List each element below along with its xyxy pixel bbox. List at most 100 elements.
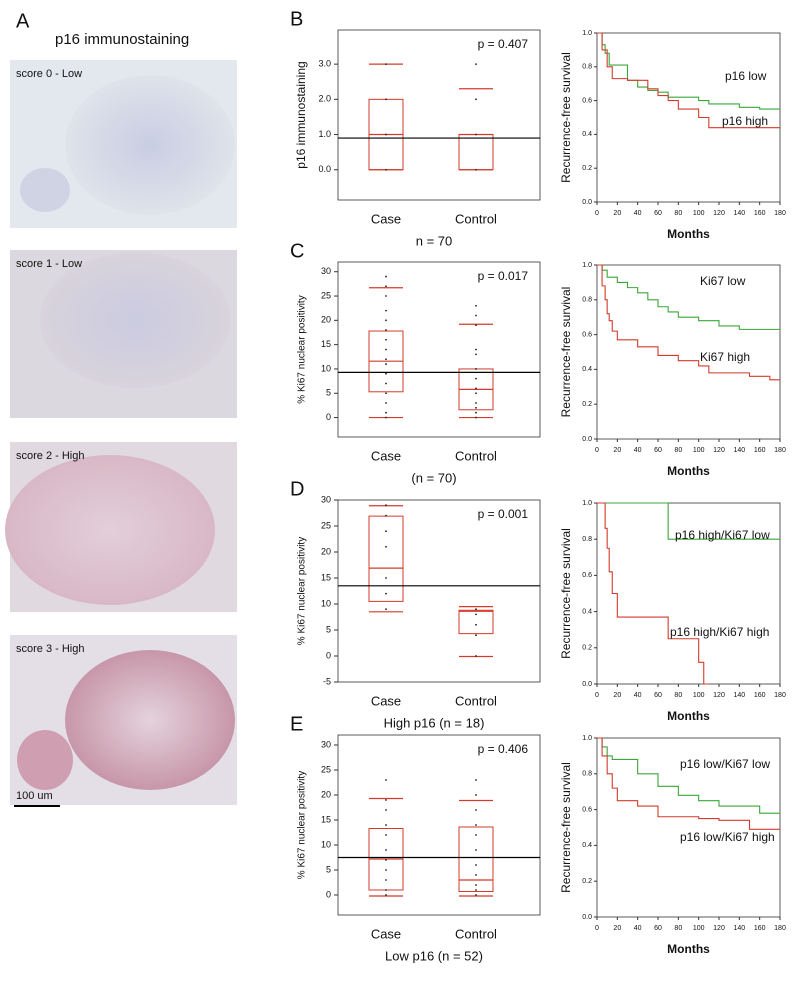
- x-tick-label: 100: [693, 692, 705, 699]
- x-axis-label: Months: [667, 709, 710, 723]
- point: [475, 406, 477, 409]
- y-tick-label: 25: [321, 764, 331, 774]
- point: [385, 592, 387, 595]
- x-tick-label: 40: [634, 447, 642, 454]
- y-tick-label: -5: [323, 676, 331, 686]
- y-tick-label: 0.4: [582, 842, 592, 849]
- point: [385, 834, 387, 836]
- image-label: score 1 - Low: [16, 258, 82, 270]
- point: [475, 416, 477, 419]
- point: [385, 779, 387, 781]
- x-tick-label: 40: [634, 210, 642, 217]
- y-tick-label: 0.6: [582, 806, 592, 813]
- point: [385, 133, 387, 136]
- x-tick-label: 140: [733, 925, 745, 932]
- y-tick-label: 0.8: [582, 297, 592, 304]
- point: [385, 275, 387, 278]
- point: [475, 133, 477, 136]
- point: [385, 809, 387, 811]
- point: [475, 608, 477, 611]
- x-tick-label: 60: [654, 447, 662, 454]
- x-tick-label: 160: [754, 447, 766, 454]
- x-tick-label: 20: [613, 210, 621, 217]
- point: [475, 834, 477, 836]
- point: [475, 824, 477, 826]
- y-tick-label: 0: [326, 889, 331, 899]
- curve-label: p16 low: [725, 69, 767, 83]
- curve-label: p16 low/Ki67 low: [680, 757, 770, 771]
- point: [385, 98, 387, 101]
- point: [475, 779, 477, 781]
- y-tick-label: 0.4: [582, 131, 592, 138]
- x-tick-label: 140: [733, 447, 745, 454]
- point: [475, 874, 477, 876]
- x-tick-label: Case: [371, 926, 401, 941]
- y-axis-label: % Ki67 nuclear positivity: [297, 295, 308, 403]
- p-value: p = 0.407: [478, 37, 529, 51]
- point: [475, 368, 477, 370]
- x-tick-label: 0: [595, 925, 599, 932]
- x-tick-label: Control: [455, 926, 497, 941]
- x-tick-label: 0: [595, 210, 599, 217]
- survival-curve: [597, 264, 780, 330]
- point: [385, 577, 387, 579]
- plot-frame: [596, 264, 781, 440]
- survival-curve: [597, 737, 780, 830]
- curve-label: p16 low/Ki67 high: [680, 830, 775, 844]
- point: [385, 348, 387, 351]
- y-tick-label: 20: [321, 315, 331, 325]
- plot-frame: [596, 737, 781, 918]
- x-tick-label: 60: [654, 925, 662, 932]
- point: [385, 358, 387, 361]
- point: [385, 329, 387, 331]
- x-tick-label: Control: [455, 448, 497, 463]
- point: [385, 859, 387, 861]
- point: [475, 168, 477, 171]
- sample-size: Low p16 (n = 52): [385, 948, 483, 963]
- micrograph: score 1 - Low: [10, 250, 237, 418]
- x-tick-label: 180: [774, 925, 786, 932]
- survival-curve: [597, 737, 780, 814]
- y-tick-label: 0.8: [582, 536, 592, 543]
- x-tick-label: Case: [371, 448, 401, 463]
- scale-bar-label: 100 um: [16, 790, 53, 802]
- point: [385, 402, 387, 404]
- y-axis-label: % Ki67 nuclear positivity: [297, 771, 308, 879]
- curve-label: Ki67 high: [700, 350, 750, 364]
- point: [475, 98, 477, 101]
- plot-frame: [337, 261, 541, 438]
- y-tick-label: 0.8: [582, 771, 592, 778]
- y-tick-label: 0.6: [582, 331, 592, 338]
- x-tick-label: 140: [733, 210, 745, 217]
- micrograph: score 2 - High: [5, 442, 237, 612]
- x-tick-label: 0: [595, 447, 599, 454]
- point: [385, 545, 387, 548]
- x-tick-label: Case: [371, 211, 401, 226]
- point: [475, 63, 477, 66]
- panel-letter: E: [290, 713, 303, 735]
- y-tick-label: 0.2: [582, 165, 592, 172]
- point: [475, 655, 477, 657]
- point: [385, 799, 387, 801]
- x-tick-label: 120: [713, 210, 725, 217]
- point: [385, 894, 387, 896]
- micrograph: score 0 - Low: [10, 60, 237, 228]
- y-axis-label: p16 immunostaining: [294, 61, 308, 168]
- point: [385, 363, 387, 365]
- x-tick-label: 80: [674, 925, 682, 932]
- x-tick-label: Control: [455, 693, 497, 708]
- plot-frame: [596, 32, 781, 203]
- y-tick-label: 0.4: [582, 608, 592, 615]
- point: [475, 387, 477, 390]
- y-tick-label: 0: [326, 412, 331, 422]
- curve-label: p16 high/Ki67 low: [675, 528, 770, 542]
- p-value: p = 0.017: [478, 269, 529, 283]
- y-tick-label: 10: [321, 839, 331, 849]
- y-tick-label: 0.0: [318, 164, 331, 174]
- point: [385, 869, 387, 871]
- y-tick-label: 20: [321, 546, 331, 556]
- y-axis-label: Recurrence-free survival: [559, 528, 573, 659]
- y-tick-label: 3.0: [318, 59, 331, 69]
- sample-size: n = 70: [416, 233, 453, 248]
